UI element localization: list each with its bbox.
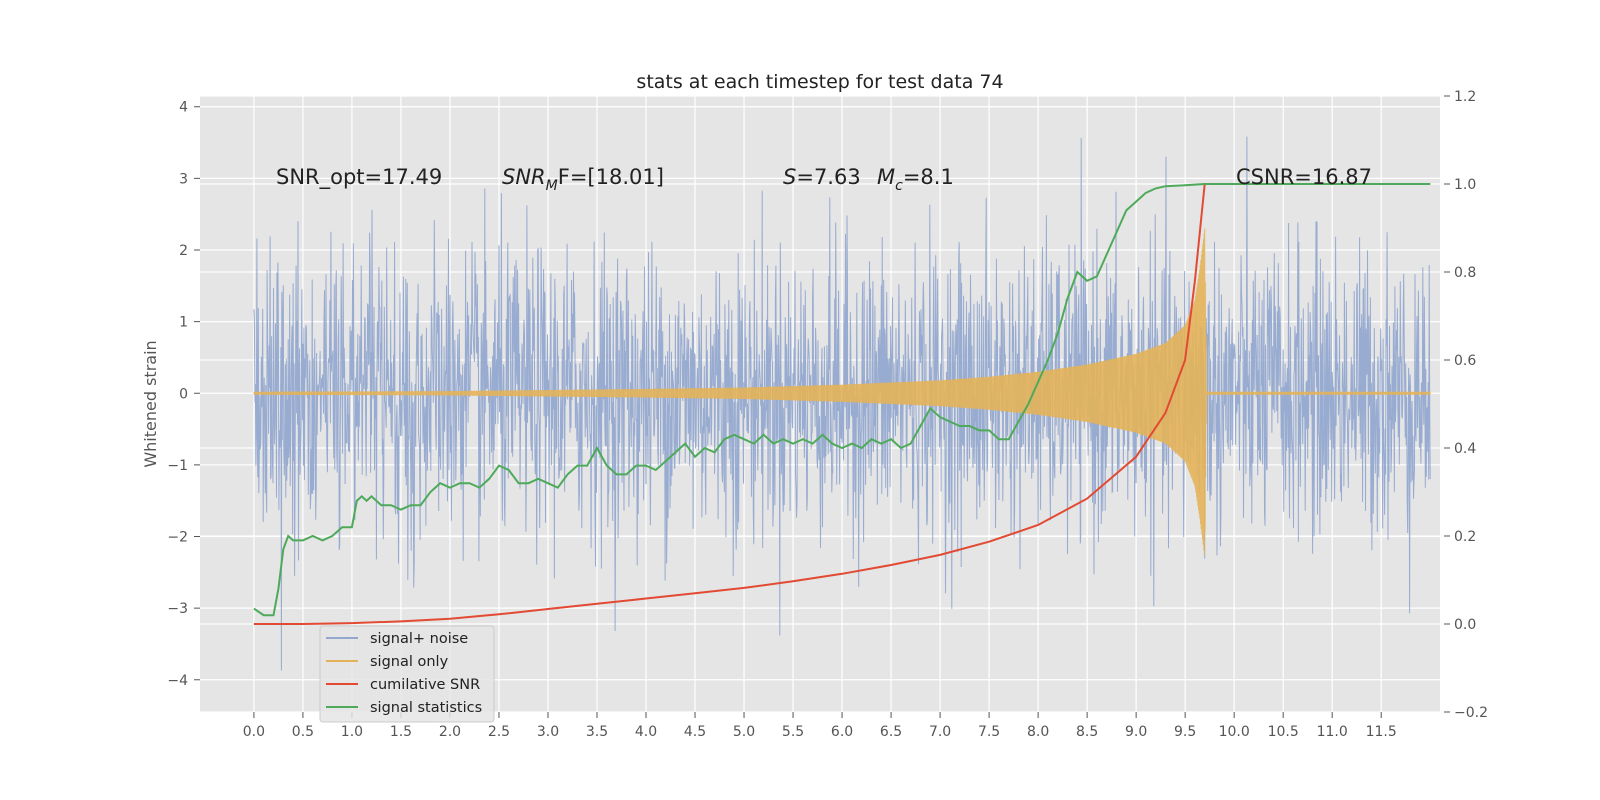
annotation-s-base: S (783, 165, 796, 189)
x-tick-label: 7.5 (978, 724, 1000, 740)
signal-statistics-series (253, 183, 1431, 617)
y2-tick-label: 1.2 (1454, 89, 1476, 105)
legend-item: signal+ noise (326, 631, 468, 647)
x-tick-label: 10.0 (1219, 724, 1250, 740)
y2-tick-label: 0.8 (1454, 265, 1476, 281)
noise-line (253, 136, 1431, 671)
y-tick-label: 0 (179, 386, 188, 402)
x-tick-label: 6.5 (880, 724, 902, 740)
x-tick-label: 8.5 (1076, 724, 1098, 740)
legend-label: signal statistics (370, 700, 482, 716)
x-tick-label: 10.5 (1268, 724, 1299, 740)
x-tick-label: 11.5 (1366, 724, 1397, 740)
x-tick-label: 7.0 (929, 724, 951, 740)
legend-box (319, 625, 495, 723)
y-tick-label: 4 (179, 100, 188, 116)
x-tick-label: 2.5 (488, 724, 510, 740)
annotation-mc: Mc=8.1 (877, 165, 954, 194)
x-tick-label: 5.0 (733, 724, 755, 740)
x-tick-label: 9.0 (1125, 724, 1147, 740)
noise-series (253, 136, 1431, 671)
annotation-mc-rest: =8.1 (903, 165, 954, 189)
legend-label: cumilative SNR (370, 677, 480, 693)
x-tick-label: 11.0 (1317, 724, 1348, 740)
x-tick-label: 3.0 (537, 724, 559, 740)
y-axis-label: Whitened strain (141, 340, 160, 467)
y-tick-label: −4 (167, 673, 188, 689)
y2-tick-label: 0.2 (1454, 529, 1476, 545)
annotation-snr-mf-base: SNR (502, 165, 546, 189)
y-tick-label: 2 (179, 243, 188, 259)
annotation-snr-mf: SNRMF=[18.01] (502, 165, 664, 194)
y2-tick-label: 0.4 (1454, 441, 1476, 457)
x-tick-label: 0.0 (243, 724, 265, 740)
annotation-mc-sub: c (895, 178, 903, 194)
x-tick-label: 5.5 (782, 724, 804, 740)
x-tick-label: 9.5 (1174, 724, 1196, 740)
y2-tick-label: −0.2 (1454, 705, 1488, 721)
x-tick-label: 4.0 (635, 724, 657, 740)
cumulative-snr-series (253, 183, 1431, 625)
annotation-snr-mf-sub: M (546, 178, 558, 194)
x-tick-label: 1.0 (341, 724, 363, 740)
y-tick-label: −2 (167, 530, 188, 546)
annotation-csnr: CSNR=16.87 (1236, 165, 1372, 189)
y2-tick-label: 0.6 (1454, 353, 1476, 369)
x-tick-label: 8.0 (1027, 724, 1049, 740)
stats-line (253, 183, 1431, 617)
annotation-mc-base: M (877, 165, 895, 189)
x-tick-label: 4.5 (684, 724, 706, 740)
x-tick-label: 1.5 (390, 724, 412, 740)
annotation-snr-mf-rest: F=[18.01] (558, 165, 664, 189)
legend-item: signal only (326, 654, 449, 670)
signal-series (253, 228, 1431, 556)
legend: signal+ noise signal only cumilative SNR… (319, 625, 495, 723)
chart-title: stats at each timestep for test data 74 (636, 71, 1003, 93)
signal-line (253, 228, 1431, 556)
legend-item: cumilative SNR (326, 677, 480, 693)
y-tick-label: 1 (179, 315, 188, 331)
y2-tick-label: 1.0 (1454, 177, 1476, 193)
annotations: SNR_opt=17.49 SNRMF=[18.01] S=7.63 Mc=8.… (276, 165, 1372, 194)
x-tick-label: 0.5 (292, 724, 314, 740)
x-tick-label: 3.5 (586, 724, 608, 740)
annotation-s: S=7.63 (783, 165, 861, 189)
legend-label: signal only (370, 654, 449, 670)
axes: 0.0 0.5 1.0 1.5 2.0 2.5 3.0 3.5 4.0 4.5 5.0 5.5 6.0 6… (167, 89, 1488, 740)
legend-item: signal statistics (326, 700, 482, 716)
x-tick-label: 2.0 (439, 724, 461, 740)
y-tick-label: −1 (167, 458, 188, 474)
x-tick-label: 6.0 (831, 724, 853, 740)
annotation-snr-opt: SNR_opt=17.49 (276, 165, 442, 190)
y-tick-label: −3 (167, 601, 188, 617)
annotation-s-rest: =7.63 (796, 165, 860, 189)
snr-line (253, 183, 1431, 625)
legend-label: signal+ noise (370, 631, 468, 647)
y2-tick-label: 0.0 (1454, 617, 1476, 633)
y-tick-label: 3 (179, 171, 188, 187)
